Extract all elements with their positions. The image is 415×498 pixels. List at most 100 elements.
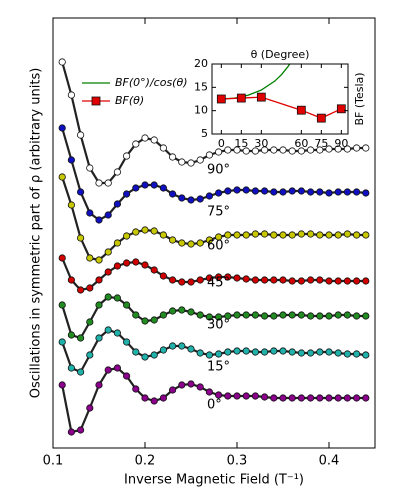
point [334,145,342,153]
x-axis-label: Inverse Magnetic Field (T⁻¹) [124,473,304,488]
point [306,276,315,284]
y-axis-label: Oscillations in symmetric part of ρ (arb… [29,68,44,399]
point [270,394,278,402]
inset-x-tick-label: 30 [254,137,268,150]
point [325,231,333,239]
point [196,195,204,203]
legend-label: BF(θ) [115,94,144,107]
series-label: 45° [207,276,230,291]
point [77,334,85,342]
point [224,392,232,400]
point [187,240,195,248]
series-label: 90° [207,163,230,178]
point [279,347,287,355]
point [362,231,370,239]
series-line [61,257,366,292]
point [178,194,186,202]
point [187,196,195,204]
point [270,276,278,284]
point [316,276,324,284]
point [325,277,333,285]
point [297,187,305,195]
point [86,351,94,359]
point [306,312,315,320]
point [325,312,333,320]
point [334,277,342,285]
point [113,329,122,337]
point [150,351,158,359]
series-label: 75° [207,205,230,220]
point [86,404,94,412]
point [297,277,305,285]
point [178,381,186,389]
point [196,349,204,357]
point [306,146,315,154]
point [196,239,204,247]
point [306,188,315,196]
point [352,144,361,152]
series-group [58,293,370,342]
point [352,312,361,320]
inset-y-tick-label: 15 [194,80,208,93]
point [132,385,140,393]
series-group [58,326,370,376]
point [224,231,232,239]
point [215,313,223,321]
point [297,230,305,238]
point [205,274,213,282]
point [343,311,351,319]
point [343,277,351,285]
point [178,239,186,247]
point [296,105,306,115]
point [260,312,269,320]
point [306,230,315,238]
point [159,144,167,152]
point [141,226,149,234]
point [260,393,269,401]
point [113,262,122,270]
point [150,266,158,274]
point [178,278,186,286]
point [260,146,269,154]
point [251,348,259,356]
point [362,277,370,285]
point [67,364,76,372]
point [224,273,232,281]
inset-x-tick-label: 90 [334,137,348,150]
inset-x-tick-label: 75 [314,137,328,150]
point [104,179,112,187]
point [242,311,250,319]
point [233,186,241,194]
inset-x-tick-label: 0 [218,137,225,150]
point [352,231,361,239]
point [95,216,103,224]
point [141,181,149,189]
point [159,272,167,280]
point [260,348,269,356]
point [279,146,287,154]
point [325,145,333,153]
point [205,151,213,159]
point [178,342,186,350]
point [288,147,296,155]
point [242,347,250,355]
point [270,146,278,154]
point [343,230,351,238]
point [132,348,140,356]
point [216,94,226,104]
point [104,366,112,374]
point [256,92,266,102]
inset-frame [211,63,349,135]
point [270,347,278,355]
point [251,311,259,319]
point [58,381,66,389]
series-label: 30° [207,318,230,333]
point [95,179,103,187]
point [132,228,140,236]
point [169,307,177,315]
point [260,230,269,238]
point [270,312,278,320]
point [215,233,223,241]
point [196,311,204,319]
